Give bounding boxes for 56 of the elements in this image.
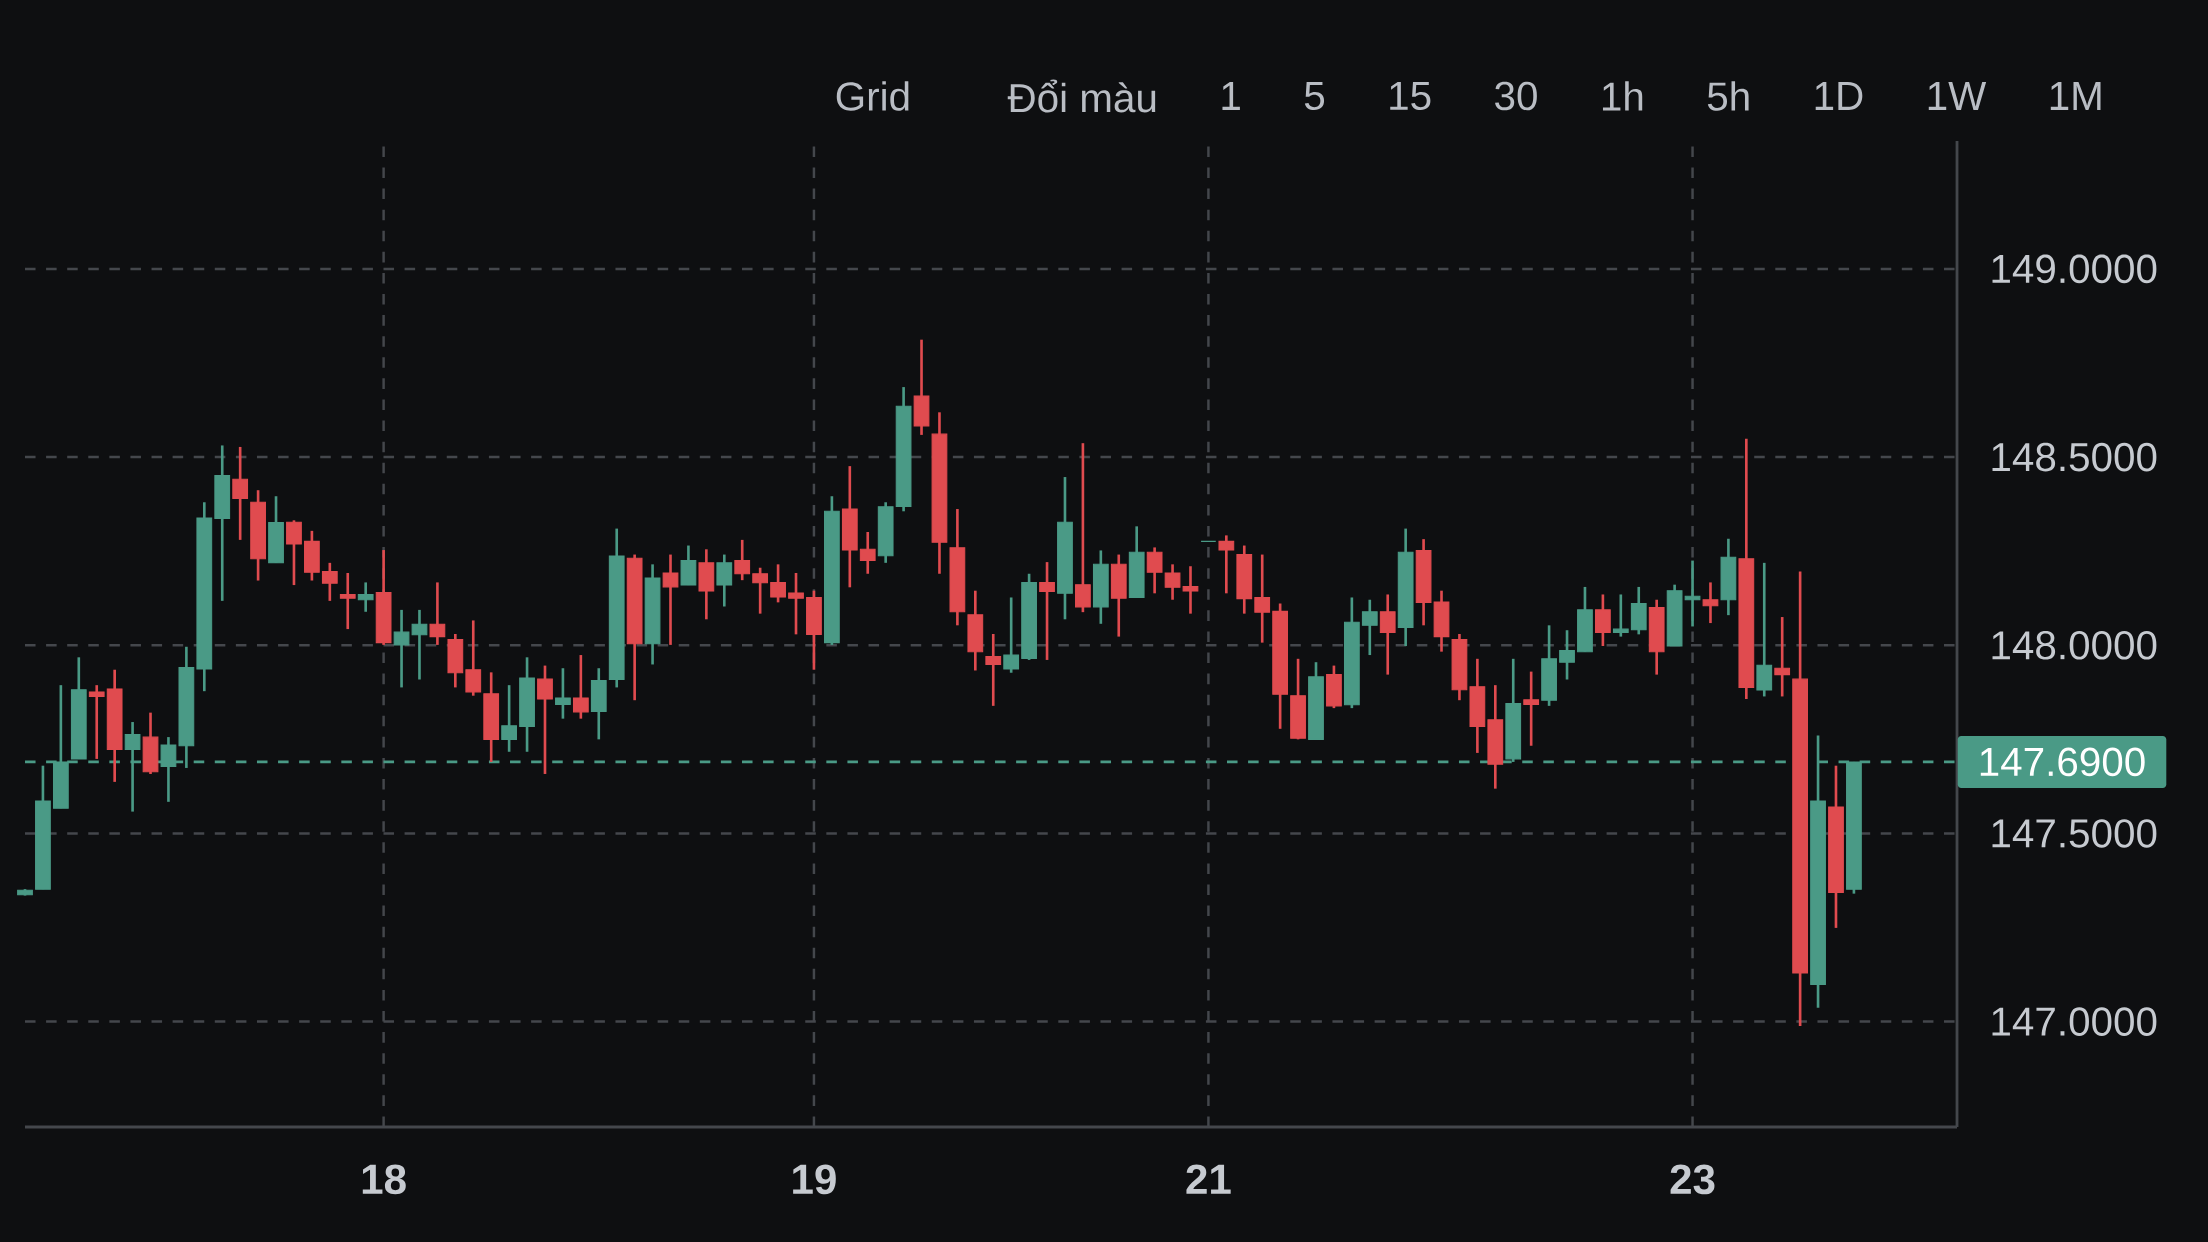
candlestick: [429, 581, 446, 647]
candlestick: [286, 519, 302, 587]
candlestick: [734, 538, 751, 582]
text: 5: [1304, 81, 1325, 111]
y-tick-label: 148.5000: [1992, 442, 2157, 472]
candlestick: [859, 530, 876, 576]
candlestick: [537, 664, 553, 776]
text: Grid: [836, 81, 909, 111]
candlestick: [1379, 593, 1396, 676]
candlestick: [339, 571, 356, 631]
candlestick: [1075, 441, 1091, 614]
candlestick: [1559, 628, 1575, 681]
candlestick: [716, 553, 733, 608]
candlestick: [232, 445, 249, 542]
text: 15: [1390, 81, 1431, 111]
candlestick: [985, 632, 1002, 708]
candlestick: [1612, 593, 1629, 638]
candlestick: [1361, 598, 1378, 657]
candlestick: [1003, 596, 1020, 675]
text: 1W: [1928, 82, 1987, 110]
candlestick: [1774, 615, 1791, 698]
candlestick: [770, 563, 786, 604]
text: 1: [1222, 82, 1240, 110]
text: 5h: [1707, 81, 1749, 111]
candlestick: [555, 666, 571, 720]
candlestick: [88, 683, 105, 761]
candlestick: [788, 571, 804, 636]
text: 30: [1495, 81, 1537, 111]
candlestick: [1218, 534, 1235, 595]
text: 1D: [1815, 82, 1863, 110]
text: Đổi màu: [1007, 79, 1156, 113]
y-tick-label: 147.5000: [1992, 819, 2157, 848]
candlestick: [321, 561, 338, 603]
candlestick: [1039, 560, 1055, 662]
x-tick-label: 19: [793, 1164, 836, 1195]
y-tick-label: 148.0000: [1992, 630, 2157, 660]
candlestick: [1523, 670, 1540, 748]
x-tick-label: 23: [1670, 1164, 1715, 1195]
candlestick: [662, 553, 679, 647]
candlestick: [357, 581, 374, 614]
candlestick: [465, 619, 482, 698]
ref-line-label: 147.6900: [1980, 747, 2145, 777]
candlestick: [1146, 546, 1163, 595]
candlestick: [752, 566, 769, 615]
candlestick: [1595, 593, 1611, 648]
text: 1h: [1602, 81, 1643, 111]
candlestick: [1254, 553, 1271, 644]
x-tick-label: 21: [1186, 1164, 1231, 1194]
candlestick: [1684, 559, 1701, 628]
x-tick-label: 18: [362, 1164, 406, 1195]
candlestick: [572, 653, 589, 720]
y-tick-label: 149.0000: [1992, 254, 2157, 284]
text: 1M: [2050, 82, 2101, 110]
candlestick: [1702, 581, 1719, 625]
candlestick: [501, 683, 518, 754]
y-tick-label: 147.0000: [1992, 1007, 2157, 1036]
